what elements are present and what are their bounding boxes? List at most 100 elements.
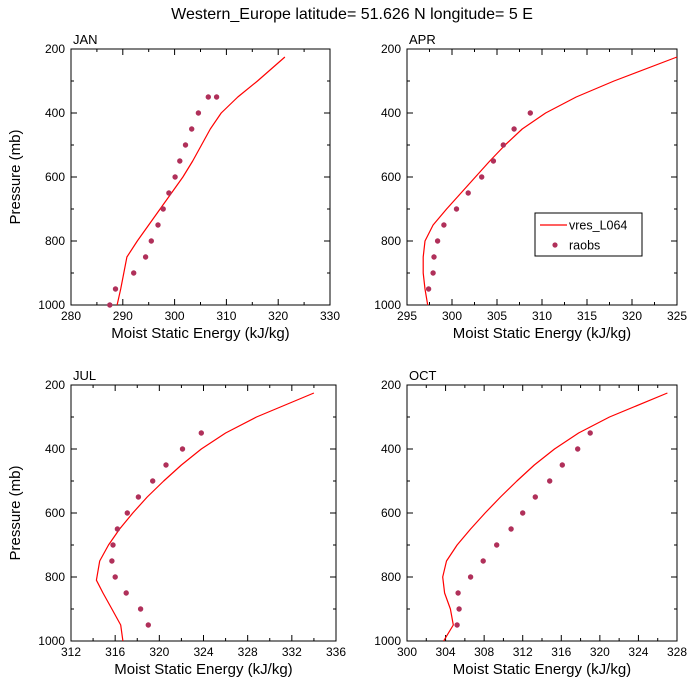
x-tick-label: 308 (474, 645, 494, 659)
obs-point-apr (425, 286, 432, 292)
panel-title-apr: APR (409, 32, 436, 47)
x-tick-label: 332 (282, 645, 302, 659)
x-axis-title-oct: Moist Static Energy (kJ/kg) (453, 661, 631, 678)
x-tick-label: 312 (513, 645, 533, 659)
y-axis-title-jan: Pressure (mb) (7, 129, 24, 224)
y-tick-label: 600 (381, 506, 401, 520)
obs-point-apr (441, 222, 447, 228)
obs-point-jan (166, 190, 172, 196)
x-tick-label: 328 (667, 645, 687, 659)
legend: vres_L064 raobs (534, 212, 643, 257)
panel-oct: 300 304 308 312 316 320 324 328 200 400 600 800 1000… (374, 368, 687, 678)
obs-point-oct (520, 510, 526, 516)
series-line-vres_L064-jul (95, 392, 315, 642)
obs-point-jan (189, 126, 195, 132)
obs-point-apr (490, 158, 497, 164)
panel-title-oct: OCT (409, 368, 437, 383)
y-tick-label: 600 (381, 170, 401, 184)
obs-point-oct (454, 622, 460, 628)
obs-point-jan (112, 286, 119, 292)
obs-point-oct (559, 462, 565, 468)
obs-point-apr (434, 238, 441, 244)
y-tick-label: 200 (45, 42, 65, 56)
plot-frame-apr (406, 48, 678, 306)
obs-point-jul (150, 478, 156, 484)
y-tick-label: 800 (45, 570, 65, 584)
obs-point-jan (182, 142, 189, 148)
x-tick-label: 290 (113, 309, 133, 323)
obs-point-apr (430, 270, 436, 276)
y-tick-label: 600 (45, 170, 65, 184)
obs-point-apr (500, 142, 506, 148)
panels: 280 290 300 310 320 330 200 400 600 800 1000 JAN Moi… (7, 32, 687, 678)
obs-point-jan (177, 158, 183, 164)
x-tick-label: 320 (149, 645, 169, 659)
x-tick-label: 320 (622, 309, 642, 323)
y-tick-label: 800 (45, 234, 65, 248)
y-tick-label: 800 (381, 570, 401, 584)
y-axis-title-jul: Pressure (mb) (7, 465, 24, 560)
x-axis-title-jul: Moist Static Energy (kJ/kg) (114, 661, 292, 678)
obs-point-jul (145, 622, 151, 628)
obs-point-jul (114, 526, 121, 532)
panel-jul: 312 316 320 324 328 332 336 200 400 600 800 1000 JUL… (7, 368, 346, 678)
y-tick-label: 800 (381, 234, 401, 248)
obs-point-jan (172, 174, 178, 180)
obs-point-jul (198, 430, 204, 436)
obs-point-jan (107, 302, 113, 308)
obs-point-jul (135, 494, 142, 500)
x-tick-label: 325 (667, 309, 687, 323)
obs-point-jul (163, 462, 169, 468)
obs-point-oct (575, 446, 581, 452)
obs-point-oct (508, 526, 514, 532)
figure-title: Western_Europe latitude= 51.626 N longit… (171, 6, 533, 23)
y-tick-label: 1000 (374, 298, 401, 312)
obs-point-oct (494, 542, 500, 548)
obs-point-jul (112, 574, 118, 580)
x-tick-label: 310 (216, 309, 236, 323)
series-line-vres_L064-apr (422, 56, 678, 306)
x-tick-label: 300 (165, 309, 185, 323)
obs-point-oct (532, 494, 538, 500)
obs-point-jan (142, 254, 149, 260)
obs-point-oct (480, 558, 486, 564)
obs-point-jan (155, 222, 161, 228)
x-tick-label: 312 (61, 645, 81, 659)
obs-point-jan (213, 94, 220, 100)
x-axis-title-apr: Moist Static Energy (kJ/kg) (453, 325, 631, 342)
y-tick-label: 400 (381, 442, 401, 456)
obs-point-oct (456, 606, 462, 612)
series-line-vres_L064-oct (442, 392, 668, 642)
obs-point-apr (431, 254, 437, 260)
panel-title-jan: JAN (73, 32, 98, 47)
plot-frame-jan (70, 48, 331, 306)
y-tick-label: 1000 (38, 298, 65, 312)
legend-label-model: vres_L064 (569, 219, 627, 233)
plot-frame-jul (70, 384, 337, 642)
y-tick-label: 600 (45, 506, 65, 520)
x-tick-label: 316 (105, 645, 125, 659)
obs-point-oct (467, 574, 474, 580)
x-tick-label: 300 (442, 309, 462, 323)
x-tick-label: 330 (320, 309, 340, 323)
obs-point-apr (479, 174, 485, 180)
obs-point-oct (455, 590, 461, 596)
legend-dot-marker (552, 242, 558, 248)
x-tick-label: 336 (326, 645, 346, 659)
series-line-vres_L064-jan (116, 56, 286, 306)
obs-point-apr (453, 206, 460, 212)
x-tick-label: 305 (487, 309, 507, 323)
y-tick-label: 400 (381, 106, 401, 120)
obs-point-jul (137, 606, 144, 612)
obs-point-jan (195, 110, 202, 116)
panel-title-jul: JUL (73, 368, 96, 383)
x-tick-label: 328 (238, 645, 258, 659)
obs-point-oct (547, 478, 553, 484)
y-tick-label: 200 (381, 378, 401, 392)
x-tick-label: 316 (551, 645, 571, 659)
panel-jan: 280 290 300 310 320 330 200 400 600 800 1000 JAN Moi… (7, 32, 340, 342)
x-tick-label: 304 (436, 645, 456, 659)
y-tick-label: 1000 (374, 634, 401, 648)
obs-point-jul (109, 558, 115, 564)
x-tick-label: 310 (532, 309, 552, 323)
